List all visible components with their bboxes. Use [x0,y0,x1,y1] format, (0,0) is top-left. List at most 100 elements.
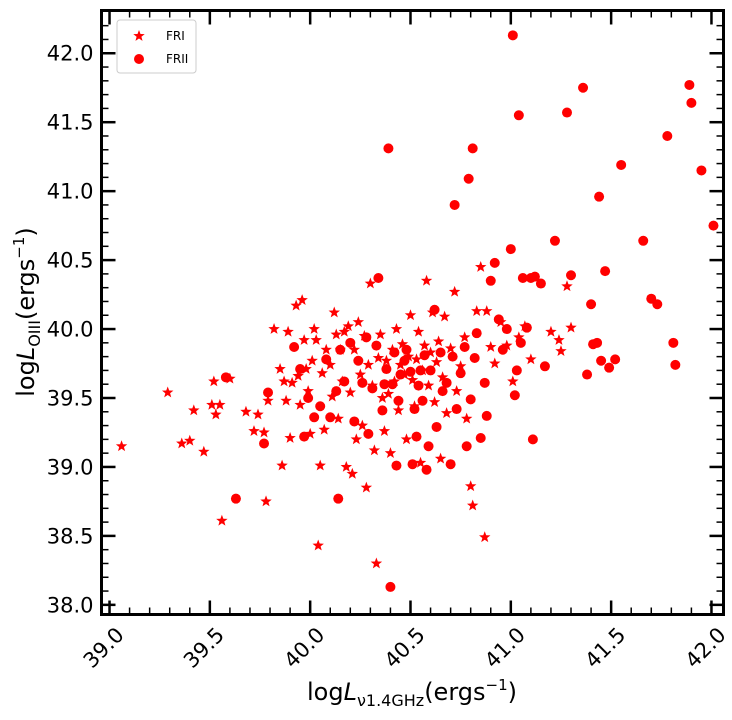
point-fri [262,394,274,406]
point-fri [380,354,393,366]
point-fri [198,445,210,457]
point-frii [539,361,550,372]
point-frii [373,273,384,284]
point-frii [513,110,524,121]
point-fri [306,354,318,366]
point-fri [292,369,304,381]
point-fri [507,375,519,387]
point-fri [274,363,286,374]
point-fri [430,356,443,367]
y-tick-label: 38.0 [47,593,94,617]
point-fri [290,299,302,311]
point-fri [485,340,497,352]
point-frii [435,347,446,358]
point-fri [310,334,322,345]
y-tick-label: 40.0 [47,318,94,342]
point-frii [381,364,392,375]
point-frii [696,165,707,176]
point-fri [320,343,332,355]
point-fri [298,334,310,345]
point-frii [493,314,504,325]
y-tick-label: 38.5 [47,524,94,548]
point-frii [383,143,394,154]
point-fri [464,480,477,492]
points-layer [115,30,719,592]
point-fri [296,294,308,305]
point-frii [357,377,368,388]
point-fri [475,260,487,272]
point-frii [389,347,400,358]
point-fri [434,452,447,464]
point-frii [230,493,241,504]
point-fri [394,358,407,370]
point-frii [686,97,697,108]
point-fri [344,386,357,398]
point-frii [561,107,572,118]
point-frii [353,355,364,366]
point-frii [578,82,589,93]
point-frii [295,364,306,375]
point-fri [350,433,363,445]
point-frii [467,143,478,154]
point-frii [592,337,603,348]
point-fri [115,440,128,452]
point-fri [302,385,314,396]
point-fri [260,495,272,507]
point-frii [367,383,378,394]
point-fri [545,325,557,337]
point-fri [444,342,457,354]
y-tick-label: 40.5 [47,249,94,273]
point-fri [318,423,330,435]
point-fri [312,539,324,551]
point-fri [184,434,196,446]
point-fri [454,360,467,372]
point-frii [475,432,486,443]
point-frii [429,304,440,315]
point-frii [515,337,526,348]
point-frii [586,299,597,310]
point-fri [414,456,427,468]
point-frii [399,355,410,366]
x-tick-label: 39.0 [79,623,129,673]
point-fri [252,408,264,420]
point-frii [489,257,500,268]
point-fri [332,412,344,424]
x-tick-label: 39.5 [179,623,229,673]
point-frii [393,395,404,406]
point-fri [346,467,359,479]
point-fri [352,316,365,328]
point-fri [436,371,449,383]
point-frii [377,405,388,416]
point-fri [458,331,471,343]
x-axis-label: logLν1.4GHz(ergs−1) [307,676,517,710]
point-fri [396,338,409,350]
legend-label-frii: FRII [166,52,188,66]
legend-star-icon [133,30,145,41]
point-fri [330,328,342,340]
point-fri [362,358,375,370]
point-frii [535,278,546,289]
point-fri [284,431,296,443]
point-frii [600,266,611,277]
point-fri [424,346,437,358]
point-fri [300,363,312,374]
point-fri [555,345,567,356]
point-frii [309,412,320,423]
ticks-layer: 39.0 39.5 40.0 40.5 41.0 41.5 42.0 38.0 38.5 39.0… [47,10,731,673]
point-frii [604,362,615,373]
point-frii [507,30,518,41]
point-fri [525,353,537,365]
point-frii [437,386,448,397]
point-frii [335,344,346,355]
point-frii [421,464,432,475]
point-fri [565,321,577,333]
y-tick-label: 42.0 [47,42,94,66]
point-frii [423,441,434,452]
point-frii [419,350,430,361]
point-fri [286,376,298,388]
point-fri [308,323,320,334]
point-fri [328,306,340,318]
point-frii [449,199,460,210]
point-fri [368,444,381,456]
